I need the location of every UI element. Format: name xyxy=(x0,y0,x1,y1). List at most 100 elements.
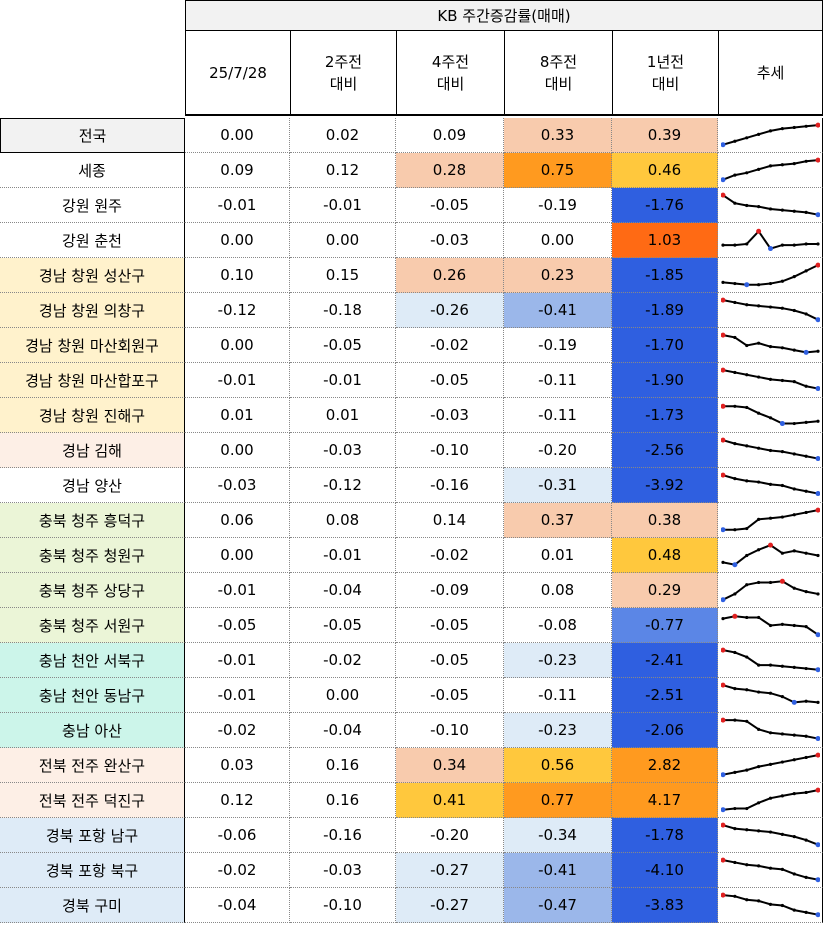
sparkline-point xyxy=(720,332,725,338)
value-cell: -0.19 xyxy=(504,188,612,223)
value-cell: -0.05 xyxy=(290,328,396,363)
value-cell: 0.26 xyxy=(396,258,504,293)
value-cell: -0.01 xyxy=(185,363,290,398)
value-cell: -0.27 xyxy=(396,888,504,923)
value-cell: -0.01 xyxy=(290,363,396,398)
value-cell: -0.01 xyxy=(185,643,290,678)
sparkline-point xyxy=(815,211,820,217)
value-cell: 0.14 xyxy=(396,503,504,538)
sparkline-point xyxy=(720,647,725,653)
region-name-cell: 강원 춘천 xyxy=(0,223,185,258)
region-name-cell: 경남 김해 xyxy=(0,433,185,468)
value-cell: -0.05 xyxy=(185,608,290,643)
value-cell: -0.05 xyxy=(396,363,504,398)
sparkline-point xyxy=(780,664,784,668)
sparkline-point xyxy=(756,303,760,307)
sparkline-point xyxy=(792,834,796,838)
sparkline-point xyxy=(744,862,748,866)
trend-sparkline-cell xyxy=(718,538,823,573)
sparkline-point xyxy=(720,472,725,478)
sparkline-point xyxy=(804,241,808,246)
value-cell: -0.01 xyxy=(185,188,290,223)
region-name-cell: 충북 청주 서원구 xyxy=(0,608,185,643)
sparkline-point xyxy=(780,867,784,871)
sparkline xyxy=(720,717,820,741)
value-cell: -0.23 xyxy=(504,713,612,748)
sparkline-point xyxy=(768,344,772,348)
sparkline xyxy=(720,822,820,847)
value-cell: -1.76 xyxy=(612,188,718,223)
value-cell: -2.41 xyxy=(612,643,718,678)
value-cell: 0.37 xyxy=(504,503,612,538)
sparkline-point xyxy=(756,282,760,286)
value-cell: -0.20 xyxy=(504,433,612,468)
value-cell: -1.89 xyxy=(612,293,718,328)
value-cell: -0.02 xyxy=(185,713,290,748)
sparkline-point xyxy=(780,243,784,247)
sparkline-point xyxy=(744,443,748,447)
sparkline-point xyxy=(744,343,748,347)
sparkline-point xyxy=(815,349,820,353)
sparkline-point xyxy=(756,374,760,379)
sparkline-point xyxy=(804,210,808,214)
sparkline xyxy=(720,262,820,287)
sparkline-point xyxy=(756,800,760,804)
region-name-cell: 전북 전주 완산구 xyxy=(0,748,185,783)
sparkline-point xyxy=(780,208,784,212)
region-name-cell: 경남 창원 진해구 xyxy=(0,398,185,433)
value-cell: -0.18 xyxy=(290,293,396,328)
column-header-0: 25/7/28 xyxy=(185,31,290,116)
sparkline-point xyxy=(804,489,808,493)
sparkline-line xyxy=(722,333,818,353)
value-cell: -0.03 xyxy=(290,433,396,468)
value-cell: -4.10 xyxy=(612,853,718,888)
sparkline-line xyxy=(722,788,818,811)
region-name-cell: 세종 xyxy=(0,153,185,188)
sparkline-point xyxy=(780,731,784,736)
value-cell: 2.82 xyxy=(612,748,718,783)
sparkline-point xyxy=(803,349,809,355)
value-cell: 0.12 xyxy=(290,153,396,188)
value-cell: -0.05 xyxy=(290,608,396,643)
value-cell: 0.12 xyxy=(185,783,290,818)
value-cell: -0.20 xyxy=(396,818,504,853)
sparkline-point xyxy=(720,717,725,723)
sparkline-point xyxy=(792,421,796,425)
value-cell: -0.04 xyxy=(290,713,396,748)
value-cell: -0.02 xyxy=(396,538,504,573)
sparkline-point xyxy=(756,479,760,484)
value-cell: -0.12 xyxy=(290,468,396,503)
value-cell: -1.90 xyxy=(612,363,718,398)
sparkline-point xyxy=(815,735,820,741)
value-cell: -0.77 xyxy=(612,608,718,643)
sparkline xyxy=(720,157,820,182)
value-cell: -0.16 xyxy=(290,818,396,853)
sparkline-point xyxy=(744,654,748,659)
sparkline-point xyxy=(792,757,796,761)
value-cell: -1.73 xyxy=(612,398,718,433)
value-cell: -0.41 xyxy=(504,853,612,888)
sparkline-point xyxy=(732,476,736,480)
column-header-3: 8주전 대비 xyxy=(504,31,612,116)
column-header-2: 4주전 대비 xyxy=(396,31,504,116)
sparkline-point xyxy=(744,768,748,772)
sparkline-point xyxy=(804,624,808,628)
sparkline-point xyxy=(744,241,748,246)
sparkline-point xyxy=(815,507,820,513)
sparkline-point xyxy=(780,551,784,555)
region-name-cell: 충북 청주 흥덕구 xyxy=(0,503,185,538)
region-name-cell: 경북 포항 북구 xyxy=(0,853,185,888)
sparkline-line xyxy=(722,298,818,321)
value-cell: -0.11 xyxy=(504,398,612,433)
value-cell: -0.02 xyxy=(396,328,504,363)
sparkline-point xyxy=(815,876,820,882)
sparkline-point xyxy=(780,378,784,382)
sparkline-point xyxy=(744,827,748,831)
value-cell: 0.08 xyxy=(504,573,612,608)
sparkline-point xyxy=(756,341,760,345)
sparkline-line xyxy=(722,718,818,740)
value-cell: 0.00 xyxy=(290,223,396,258)
sparkline-point xyxy=(815,700,820,704)
value-cell: -0.06 xyxy=(185,818,290,853)
sparkline-point xyxy=(744,806,748,810)
